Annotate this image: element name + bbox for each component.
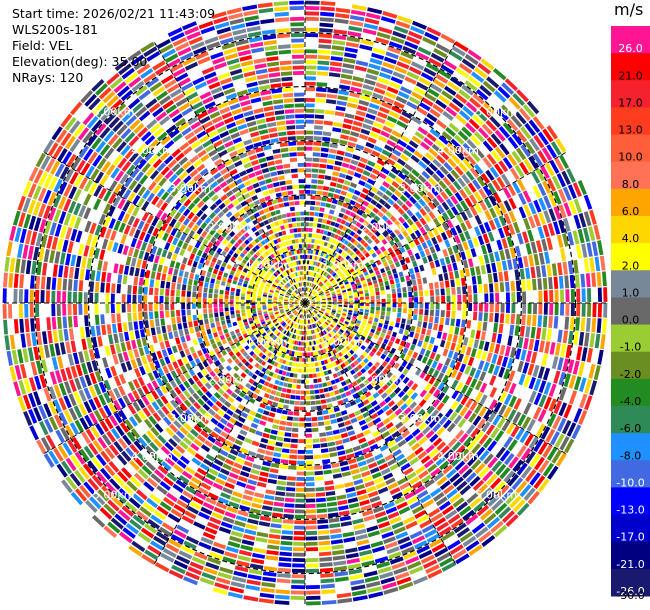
colorbar-block xyxy=(611,541,650,570)
colorbar-label: 4.0 xyxy=(622,232,640,245)
colorbar-block xyxy=(611,161,650,190)
colorbar-block xyxy=(611,297,650,326)
colorbar-block xyxy=(611,514,650,543)
colorbar-block xyxy=(611,53,650,81)
azimuth-line xyxy=(153,40,306,304)
colorbar-unit: m/s xyxy=(614,0,644,19)
colorbar-label: 6.0 xyxy=(622,205,640,218)
azimuth-line xyxy=(304,40,457,304)
colorbar-block xyxy=(611,460,650,488)
range-ring-label: 4.00km xyxy=(437,144,479,157)
range-labels: 1.00km 1.00km 1.00km 1.00km 2.00km 2.00km 2.00… xyxy=(93,106,517,502)
colorbar-block xyxy=(611,324,650,353)
colorbar-label: -4.0 xyxy=(620,395,641,408)
velocity-bins xyxy=(15,31,601,591)
range-ring-label: 1.00km xyxy=(323,335,365,348)
range-ring-label: 2.00km xyxy=(361,221,403,234)
colorbar-block xyxy=(611,487,650,516)
range-ring-label: 1.00km xyxy=(246,259,288,272)
colorbar-label: 21.0 xyxy=(618,69,643,82)
range-ring-label: 5.00km xyxy=(93,488,135,501)
colorbar-block xyxy=(611,26,650,54)
colorbar-block xyxy=(611,188,650,217)
velocity-bins xyxy=(6,40,606,595)
colorbar-label: -2.0 xyxy=(620,368,641,381)
azimuth-line xyxy=(42,151,306,304)
range-ring-label: 3.00km xyxy=(169,182,211,195)
colorbar-block xyxy=(611,134,650,163)
azimuth-lines xyxy=(2,0,608,606)
velocity-bins xyxy=(6,6,599,605)
colorbar-label: -8.0 xyxy=(620,449,641,462)
colorbar-block xyxy=(611,378,650,407)
station-text: WLS200s-181 xyxy=(12,22,98,37)
range-ring-label: 3.00km xyxy=(399,412,441,425)
colorbar-label: -1.0 xyxy=(620,341,641,354)
colorbar-label: -26.0 xyxy=(616,585,644,598)
range-ring-label: 5.00km xyxy=(476,106,518,119)
colorbar-label: -17.0 xyxy=(616,531,644,544)
colorbar-label: 1.0 xyxy=(622,286,640,299)
range-ring-label: 3.00km xyxy=(169,412,211,425)
colorbar-label: -6.0 xyxy=(620,422,641,435)
nrays-text: NRays: 120 xyxy=(12,70,84,85)
velocity-bins xyxy=(22,47,607,596)
range-ring-label: 4.00km xyxy=(131,144,173,157)
colorbar-label: 2.0 xyxy=(622,259,640,272)
range-ring-label: 4.00km xyxy=(437,450,479,463)
colorbar-block xyxy=(611,568,650,597)
colorbar-label: 0.0 xyxy=(622,314,640,327)
colorbar-label: -21.0 xyxy=(616,558,644,571)
colorbar-label: -10.0 xyxy=(616,476,644,489)
range-ring-label: 2.00km xyxy=(208,221,250,234)
range-ring-label: 2.00km xyxy=(208,374,250,387)
range-ring xyxy=(33,31,577,575)
colorbar-block xyxy=(611,80,650,108)
colorbar-label: 13.0 xyxy=(618,124,643,137)
colorbar-block xyxy=(611,243,650,271)
range-ring-label: 3.00km xyxy=(399,182,441,195)
colorbar-block xyxy=(611,270,650,298)
colorbar-block xyxy=(611,107,650,136)
start-time-text: Start time: 2026/02/21 11:43:09 xyxy=(12,6,216,21)
range-ring-label: 5.00km xyxy=(476,488,518,501)
azimuth-line xyxy=(304,302,457,566)
azimuth-line xyxy=(304,151,568,304)
range-ring-label: 1.00km xyxy=(246,335,288,348)
azimuth-line xyxy=(42,302,306,455)
colorbar-label: 17.0 xyxy=(618,96,643,109)
range-ring-label: 2.00km xyxy=(361,374,403,387)
azimuth-line xyxy=(153,302,306,566)
elevation-text: Elevation(deg): 35.00 xyxy=(12,54,148,69)
colorbar-label: 26.0 xyxy=(618,42,643,55)
colorbar-label: 8.0 xyxy=(622,178,640,191)
range-ring xyxy=(250,248,360,358)
colorbar-block xyxy=(611,433,650,461)
range-ring-label: 1.00km xyxy=(323,259,365,272)
velocity-field xyxy=(2,0,608,606)
colorbar-block xyxy=(611,406,650,434)
range-ring-label: 5.00km xyxy=(93,106,135,119)
azimuth-line xyxy=(304,302,568,455)
colorbar-bottom-label: -30.0 xyxy=(616,589,644,602)
range-ring-label: 4.00km xyxy=(131,450,173,463)
colorbar-label: 10.0 xyxy=(618,151,643,164)
colorbar-label: -13.0 xyxy=(616,504,644,517)
colorbar-block xyxy=(611,351,650,380)
velocity-bins xyxy=(2,7,601,595)
field-text: Field: VEL xyxy=(12,38,73,53)
colorbar-block xyxy=(611,216,650,244)
